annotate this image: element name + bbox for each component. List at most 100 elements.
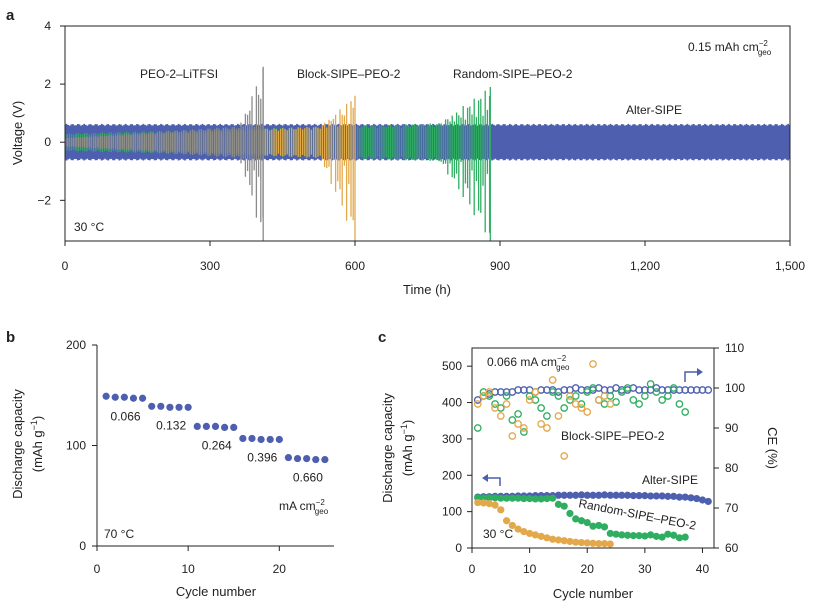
panel-b-rate-labels: 0.066 0.132 0.264 0.396 0.660 [111, 409, 324, 484]
panel-c-capacity-point [600, 523, 609, 531]
panel-a-xtick-label: 600 [345, 259, 365, 273]
panel-c-ce-point [652, 388, 661, 396]
panel-b-points [102, 392, 329, 464]
panel-c-capacity-point [514, 494, 522, 502]
panel-c-capacity-point [554, 491, 563, 499]
panel-c-ce-point [502, 392, 511, 400]
panel-a-ticks: 0 300 600 900 1,200 1,500 4 2 0 −2 [37, 19, 805, 273]
panel-c-ce-point [473, 424, 482, 432]
panel-c-ytick-label: 500 [442, 359, 462, 373]
panel-c-y2tick-label: 110 [725, 341, 744, 355]
panel-c-capacity-point [618, 531, 626, 539]
panel-c-capacity-point [606, 540, 614, 548]
panel-c-capacity-point [543, 494, 551, 503]
legend-random-sipe: Random-SIPE–PEO-2 [453, 67, 573, 81]
panel-c-ce-point [560, 404, 569, 412]
panel-c-ce-point [520, 424, 528, 432]
panel-b-ytick-label: 100 [66, 439, 86, 453]
panel-c-ce-point [600, 392, 609, 400]
panel-c-capacity-point [537, 532, 545, 540]
panel-c-capacity-point [497, 506, 505, 514]
panel-c-ylabel-unit: (mAh g−1) [399, 420, 415, 477]
panel-c-ce-point [669, 384, 678, 392]
panel-b-point [193, 422, 201, 431]
panel-a-traces [65, 66, 790, 241]
panel-c-ce-point [514, 420, 522, 428]
panel-c-capacity-point [502, 494, 511, 502]
panel-c-capacity-point [526, 529, 534, 538]
panel-c-capacity-point [687, 494, 695, 502]
panel-c-capacity-point [560, 491, 568, 499]
panel-c-capacity-point [681, 533, 689, 541]
panel-c-ce-point [589, 384, 597, 392]
panel-c-ce-point [514, 410, 522, 418]
panel-b-ylabel-unit: (mAh g−1) [29, 416, 45, 473]
panel-c-capacity-point [474, 498, 482, 507]
label-block-sipe-c: Block-SIPE–PEO-2 [561, 429, 665, 443]
panel-c-ce-point [520, 428, 528, 436]
panel-c-capacity-point [664, 492, 672, 500]
panel-a-xtick-label: 300 [200, 259, 220, 273]
panel-c-capacity-point [497, 494, 505, 502]
panel-c-ce-point [589, 360, 597, 368]
panel-c-capacity-point [629, 532, 637, 540]
panel-b-point [175, 403, 183, 411]
panel-c-capacity-point [566, 537, 574, 546]
panel-c-xtick-label: 0 [469, 562, 476, 576]
panel-c-capacity-point [595, 491, 603, 499]
panel-b-rate-label: 0.396 [247, 450, 277, 464]
panel-c-capacity-point [583, 539, 591, 547]
panel-c-capacity-point [635, 532, 643, 540]
panel-a-ytick-label: 4 [44, 19, 51, 33]
trace-block-sipe [65, 95, 356, 241]
panel-c-ce-point [502, 400, 511, 408]
panel-a-label: a [6, 7, 15, 24]
panel-c-capacity-point [704, 497, 712, 506]
panel-c-capacity-point [543, 534, 551, 542]
panel-a-ytick-label: −2 [37, 193, 51, 207]
panel-c-capacity-point [572, 515, 580, 523]
panel-c-capacity-point [549, 494, 557, 502]
panel-c-ce-point [617, 388, 626, 396]
panel-c-temp: 30 °C [483, 527, 513, 541]
panel-c-ce-point [566, 392, 574, 400]
panel-b-point [293, 454, 302, 463]
panel-c-capacity-point [514, 525, 522, 533]
panel-c-capacity-point [641, 532, 649, 540]
panel-c-capacity-point [531, 531, 539, 539]
panel-b-point [257, 435, 265, 444]
panel-c-capacity-point [658, 533, 666, 541]
panel-c-ylabel: Discharge capacity [380, 393, 395, 503]
panel-b-point [303, 454, 311, 463]
panel-b-point [248, 434, 256, 443]
panel-c-ce-point [583, 408, 592, 416]
panel-c-ce-point [537, 420, 545, 428]
panel-c-capacity-point [577, 538, 586, 547]
panel-a-temp: 30 °C [74, 220, 104, 234]
panel-b-unit: mA cm−2 geo [279, 498, 329, 516]
panel-b-point [239, 434, 247, 443]
panel-c-capacity-point [583, 491, 591, 499]
panel-c-capacity-point [491, 501, 499, 509]
panel-c-capacity-point [577, 491, 586, 499]
panel-b-point [321, 455, 329, 464]
panel-b-xtick-label: 20 [273, 562, 287, 576]
panel-c-ce-point [704, 386, 713, 394]
panel-c-ce-point [606, 400, 615, 408]
panel-c-ce-point [543, 424, 551, 432]
panel-c-capacity-point [589, 539, 597, 547]
panel-b-temp: 70 °C [104, 527, 134, 541]
panel-b-point [102, 392, 110, 400]
panel-c-capacity-point [531, 495, 539, 503]
panel-c-xlabel: Cycle number [553, 586, 634, 601]
panel-c-capacity-point [670, 492, 678, 500]
panel-b-point [230, 423, 238, 432]
panel-c-capacity-point [612, 491, 620, 499]
panel-c-capacity-point [647, 492, 655, 500]
panel-c-ce-point [485, 388, 494, 396]
panel-b-point [221, 423, 229, 432]
panel-c-ce-point [675, 400, 684, 408]
legend-alter-sipe: Alter-SIPE [626, 103, 682, 117]
panel-c-capacity-point [595, 540, 603, 548]
